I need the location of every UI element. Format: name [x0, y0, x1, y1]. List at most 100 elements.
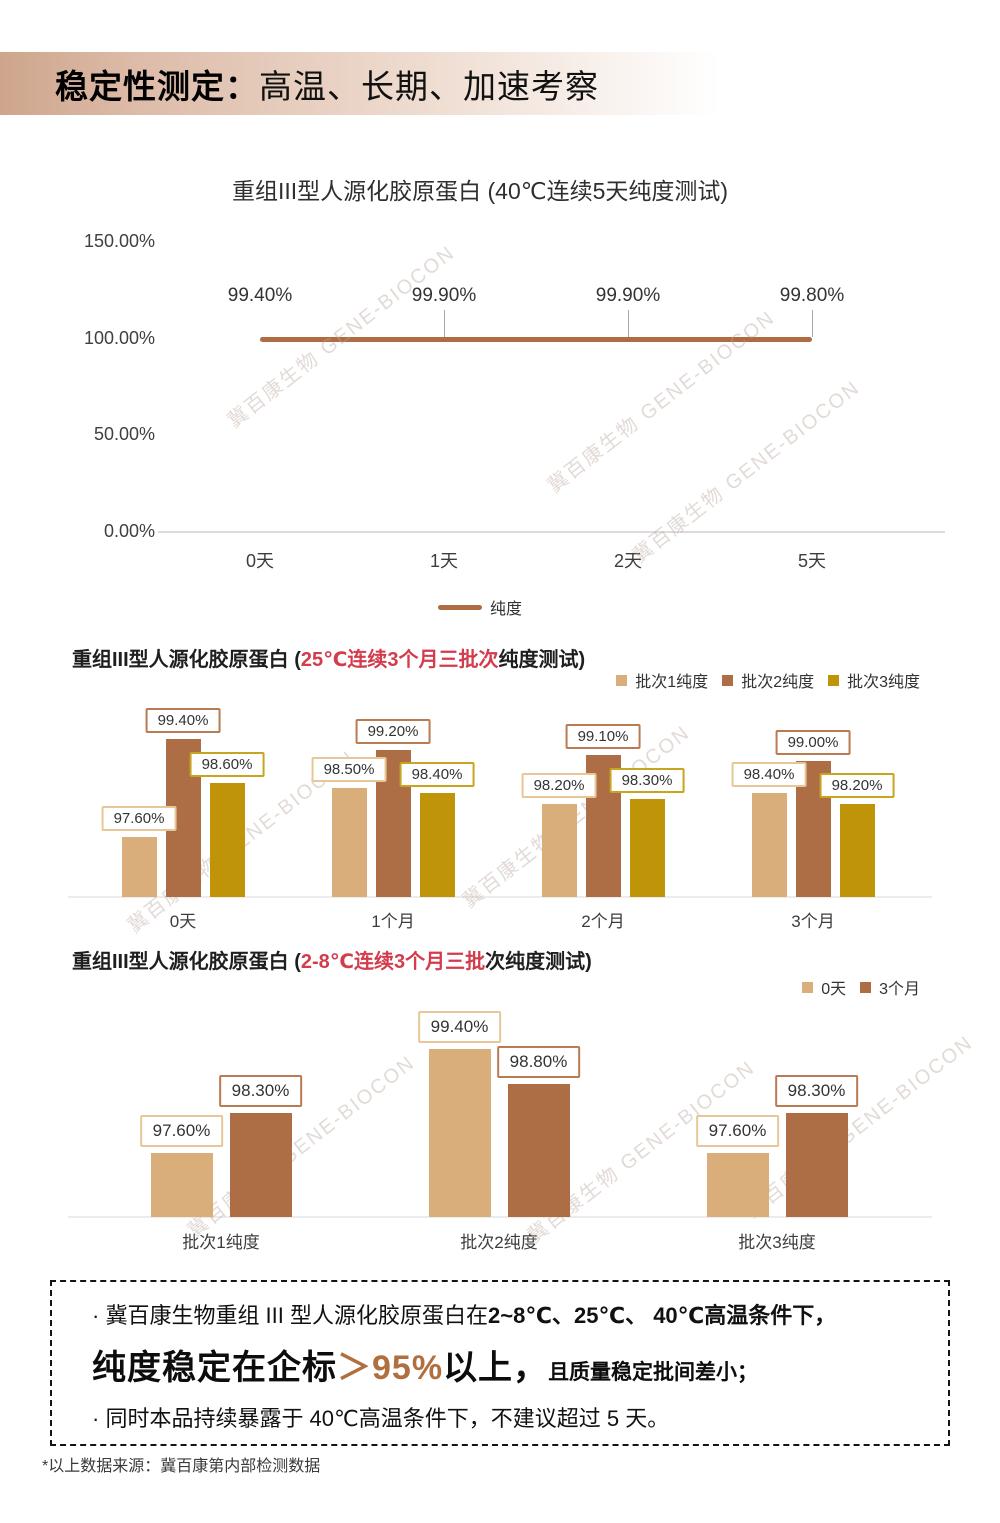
bar-chart-25c-title: 重组III型人源化胶原蛋白 (25℃连续3个月三批次纯度测试) [72, 643, 585, 672]
page-title-rest: 高温、长期、加速考察 [259, 67, 599, 105]
bar-value-label: 99.40% [417, 1010, 502, 1043]
bar-value-label: 98.40% [399, 762, 475, 788]
bar-chart-2-8c-legend: 0天 3个月 [802, 975, 920, 999]
title-prefix: 重组III型人源化胶原蛋白 ( [72, 649, 301, 671]
conclusion-box: · 冀百康生物重组 III 型人源化胶原蛋白在2~8℃、25℃、 40℃高温条件… [50, 1280, 950, 1446]
conclusion-accent-value: ＞95% [337, 1349, 444, 1387]
legend-swatch [722, 674, 734, 686]
conclusion-line1-normal: · 冀百康生物重组 III 型人源化胶原蛋白在 [92, 1303, 489, 1328]
bar [121, 837, 157, 897]
legend-item: 3个月 [860, 975, 920, 999]
bar-value-label: 97.60% [139, 1115, 224, 1148]
title-red-highlight: 2-8℃连续3个月三批 [300, 951, 486, 973]
bar-value-label: 98.30% [218, 1074, 303, 1107]
legend-item: 批次1纯度 [616, 668, 708, 692]
bar-value-label: 99.20% [355, 718, 431, 744]
y-axis-tick-label: 100.00% [83, 327, 155, 348]
legend-line-swatch [437, 604, 482, 610]
title-prefix: 重组III型人源化胶原蛋白 ( [72, 951, 301, 973]
category-label: 批次3纯度 [738, 1233, 816, 1252]
legend-label: 3个月 [879, 981, 920, 998]
conclusion-big-text: 纯度稳定在企标 [92, 1349, 337, 1387]
bar-chart-2-8c-plot: 97.60% 99.40% 97.60% 98.30% 98.80% 98.30% 批次1纯… [0, 1010, 1000, 1252]
bar-chart-25c-plot: 97.60% 98.50% 98.20% 98.40% 99.40% 99.20% 99.1… [0, 697, 1000, 931]
x-axis-line [158, 531, 945, 533]
line-chart-plot: 99.40% 99.90% 99.90% 99.80% 0天 1天 2天 5天 [158, 243, 945, 571]
data-label: 99.90% [595, 284, 661, 306]
bar [331, 788, 367, 897]
bar [839, 804, 875, 897]
page-title-strong: 稳定性测定： [55, 67, 259, 105]
category-label: 1个月 [371, 912, 415, 931]
title-suffix: 纯度测试) [498, 649, 586, 671]
legend-swatch [828, 674, 840, 686]
x-axis-category: 5天 [797, 551, 827, 571]
bar [507, 1083, 570, 1217]
category-label: 批次1纯度 [182, 1233, 260, 1252]
bar-value-label: 98.20% [819, 773, 895, 799]
bar [541, 804, 577, 897]
bar-value-label: 98.80% [496, 1045, 581, 1078]
category-label: 0天 [169, 912, 197, 931]
legend-item: 批次2纯度 [722, 668, 814, 692]
bar-chart-2-8c: 重组III型人源化胶原蛋白 (2-8℃连续3个月三批次纯度测试) 0天 3个月 9… [0, 935, 1000, 1265]
bar [751, 793, 787, 897]
line-chart-title: 重组III型人源化胶原蛋白 (40℃连续5天纯度测试) [231, 178, 729, 204]
legend-swatch [802, 981, 814, 993]
conclusion-line2: 纯度稳定在企标＞95%以上，且质量稳定批间差小； [92, 1340, 938, 1389]
bar-value-label: 98.30% [774, 1074, 859, 1107]
baseline [68, 896, 932, 898]
legend-label: 0天 [821, 981, 847, 998]
title-red-highlight: 25℃连续3个月三批次 [300, 649, 499, 671]
data-label: 99.90% [411, 284, 477, 306]
conclusion-line3: · 同时本品持续暴露于 40℃高温条件下，不建议超过 5 天。 [92, 1406, 670, 1431]
bar-value-label: 99.10% [565, 724, 641, 750]
bar [629, 798, 665, 897]
x-axis-category: 0天 [245, 551, 275, 571]
legend-swatch [860, 981, 872, 993]
conclusion-small-text: 且质量稳定批间差小； [548, 1361, 759, 1384]
bar-chart-25c-legend: 批次1纯度 批次2纯度 批次3纯度 [616, 668, 920, 692]
legend-item: 纯度 [437, 595, 522, 619]
label-leader-line [444, 309, 445, 337]
bar-value-label: 98.50% [311, 757, 387, 782]
label-leader-line [812, 309, 813, 337]
purity-line [260, 336, 812, 342]
legend-item: 0天 [802, 975, 846, 999]
conclusion-line1-bold: 2~8℃、25℃、 40℃高温条件下， [488, 1303, 837, 1328]
conclusion-big-text2: 以上， [443, 1349, 549, 1387]
line-chart-legend: 纯度 [0, 595, 960, 619]
legend-label: 批次3纯度 [847, 674, 920, 691]
bar-value-label: 98.40% [731, 762, 807, 788]
bar [419, 793, 455, 897]
legend-label: 批次1纯度 [635, 674, 709, 691]
bar [150, 1153, 213, 1217]
bar-value-label: 98.30% [609, 767, 685, 793]
bar [229, 1112, 292, 1217]
category-label: 批次2纯度 [460, 1233, 538, 1252]
bar-value-label: 99.00% [775, 729, 851, 755]
bar [209, 782, 245, 897]
baseline [68, 1216, 932, 1218]
bar [785, 1112, 848, 1217]
data-label: 99.40% [227, 284, 293, 306]
bar-value-label: 98.20% [521, 773, 597, 799]
page-header: 稳定性测定： 高温、长期、加速考察 [0, 52, 1000, 115]
bar [428, 1048, 491, 1217]
title-suffix: 次纯度测试) [485, 951, 592, 973]
category-label: 3个月 [791, 912, 835, 931]
bar-value-label: 98.60% [189, 751, 265, 777]
line-chart-40c: 重组III型人源化胶原蛋白 (40℃连续5天纯度测试) 150.00% 100.0… [0, 160, 1000, 640]
conclusion-line1: · 冀百康生物重组 III 型人源化胶原蛋白在2~8℃、25℃、 40℃高温条件… [92, 1298, 938, 1330]
footnote: *以上数据来源：冀百康第内部检测数据 [42, 1458, 321, 1475]
legend-swatch [616, 674, 628, 686]
y-axis-tick-label: 50.00% [93, 424, 155, 445]
bar-value-label: 97.60% [695, 1115, 780, 1148]
y-axis-tick-label: 150.00% [83, 231, 155, 251]
bar [706, 1153, 769, 1217]
x-axis-category: 1天 [429, 551, 459, 571]
x-axis-category: 2天 [613, 551, 643, 571]
bar-chart-25c: 重组III型人源化胶原蛋白 (25℃连续3个月三批次纯度测试) 批次1纯度 批次2… [0, 640, 1000, 935]
bar-value-label: 99.40% [145, 707, 221, 733]
